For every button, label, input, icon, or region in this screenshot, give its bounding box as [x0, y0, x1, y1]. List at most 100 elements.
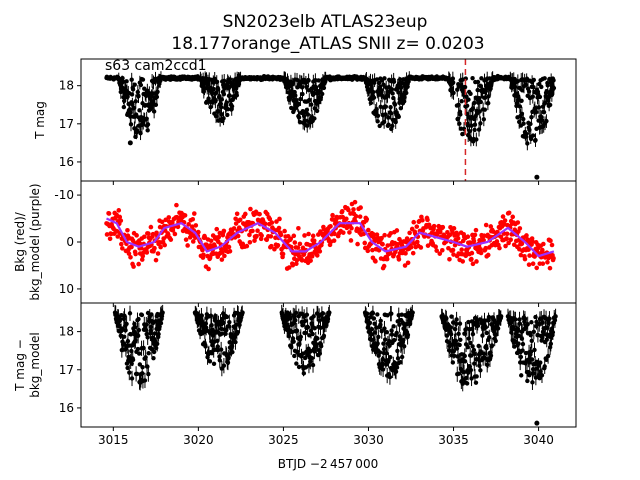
data-point [471, 347, 477, 353]
x-tick-label: 3035 [438, 433, 469, 447]
data-point [308, 359, 313, 364]
background-point [288, 236, 294, 242]
data-point [136, 93, 141, 99]
data-point [145, 335, 150, 340]
background-point [463, 253, 469, 259]
background-point [262, 221, 268, 227]
data-point [123, 328, 128, 333]
data-point [211, 361, 217, 366]
background-point [339, 209, 345, 214]
background-point [294, 257, 300, 263]
data-point [530, 133, 536, 138]
background-point [469, 256, 474, 262]
data-point [473, 380, 479, 385]
data-point [227, 93, 232, 98]
data-point [467, 129, 472, 134]
background-point [473, 227, 479, 233]
data-point [459, 98, 464, 104]
background-point [278, 232, 284, 238]
data-point [287, 311, 292, 316]
background-point [193, 223, 199, 228]
y-tick-label: 18 [59, 79, 74, 93]
data-point [377, 123, 382, 129]
data-layer [112, 304, 558, 426]
data-point [482, 107, 488, 112]
data-point [290, 336, 296, 341]
data-point [450, 80, 456, 85]
data-point [302, 318, 308, 324]
data-point [382, 326, 387, 331]
data-point [136, 351, 142, 356]
data-point [545, 353, 551, 359]
background-point [106, 211, 112, 216]
y-tick-label: 16 [59, 155, 74, 169]
data-point [388, 355, 393, 360]
background-point [503, 243, 508, 249]
background-point [276, 225, 282, 231]
data-point [390, 123, 395, 129]
background-point [358, 205, 363, 210]
data-point [404, 90, 409, 96]
data-point [450, 76, 456, 81]
outlier-point [534, 174, 540, 180]
y-tick-label: 18 [59, 325, 74, 339]
background-point [146, 231, 151, 236]
data-point [207, 359, 213, 364]
data-point [304, 107, 310, 112]
data-point [302, 118, 308, 123]
data-point [128, 122, 134, 127]
data-point [395, 348, 400, 354]
data-point [539, 84, 544, 90]
background-point [439, 247, 445, 253]
data-point [315, 336, 320, 341]
background-point [519, 241, 525, 247]
background-point [376, 247, 382, 253]
data-point [394, 330, 399, 336]
data-point [462, 84, 468, 90]
data-point [140, 77, 146, 82]
data-point [225, 107, 231, 112]
background-point [460, 259, 466, 264]
data-point [541, 110, 547, 115]
data-point [305, 325, 311, 330]
data-point [304, 84, 309, 90]
background-point [526, 247, 531, 252]
background-point [474, 259, 479, 264]
chart-title-line2: 18.177orange_ATLAS SNII z= 0.0203 [171, 34, 484, 54]
data-point [536, 105, 542, 110]
data-point [296, 101, 301, 107]
data-point [154, 94, 160, 100]
data-point [367, 320, 373, 325]
background-point [387, 250, 393, 256]
data-point [530, 94, 535, 99]
data-point [399, 312, 405, 317]
data-point [519, 373, 524, 378]
data-point [216, 108, 221, 114]
y-tick-label: 17 [59, 117, 74, 131]
axes-frame [80, 302, 577, 428]
data-point [149, 105, 154, 111]
data-point [224, 327, 229, 333]
background-point [144, 250, 150, 255]
data-point [525, 378, 530, 384]
data-point [457, 342, 462, 348]
background-point [346, 207, 351, 213]
background-point [370, 247, 375, 253]
background-point [414, 224, 420, 229]
data-point [223, 331, 228, 337]
data-point [130, 87, 136, 92]
background-panel: -10 0 10 Bkg (red)/bkg_model (purple) [13, 180, 577, 307]
data-point [469, 376, 474, 381]
data-point [544, 118, 549, 124]
data-point [515, 328, 521, 333]
data-point [148, 324, 154, 330]
data-point [387, 374, 393, 380]
data-point [235, 329, 241, 335]
x-tick-label: 3015 [98, 433, 129, 447]
data-point [474, 137, 479, 142]
background-point [522, 256, 528, 262]
data-point [321, 333, 327, 338]
y-tick-label: 17 [59, 363, 74, 377]
data-point [474, 374, 479, 379]
data-point [203, 344, 208, 349]
